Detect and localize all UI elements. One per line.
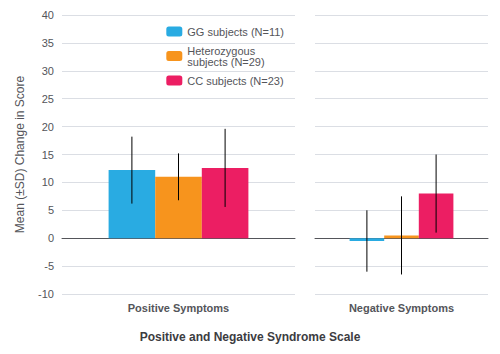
svg-text:35: 35 [42, 37, 54, 49]
svg-text:30: 30 [42, 65, 54, 77]
svg-text:0: 0 [48, 232, 54, 244]
svg-text:Mean (±SD) Change in Score: Mean (±SD) Change in Score [13, 76, 27, 234]
svg-text:Negative Symptoms: Negative Symptoms [349, 302, 454, 314]
svg-text:5: 5 [48, 204, 54, 216]
svg-text:Heterozygous: Heterozygous [187, 44, 256, 57]
svg-text:20: 20 [42, 121, 54, 133]
svg-text:10: 10 [42, 176, 54, 188]
svg-text:Positive Symptoms: Positive Symptoms [128, 302, 229, 314]
svg-text:GG subjects (N=11): GG subjects (N=11) [187, 26, 284, 38]
svg-text:25: 25 [42, 93, 54, 105]
svg-text:CC subjects (N=23): CC subjects (N=23) [187, 75, 283, 87]
svg-text:15: 15 [42, 149, 54, 161]
svg-text:-10: -10 [38, 288, 54, 300]
svg-text:Positive and Negative Syndrome: Positive and Negative Syndrome Scale [140, 330, 361, 344]
svg-text:subjects (N=29): subjects (N=29) [187, 56, 264, 68]
svg-text:40: 40 [42, 9, 54, 21]
svg-text:-5: -5 [44, 260, 54, 272]
